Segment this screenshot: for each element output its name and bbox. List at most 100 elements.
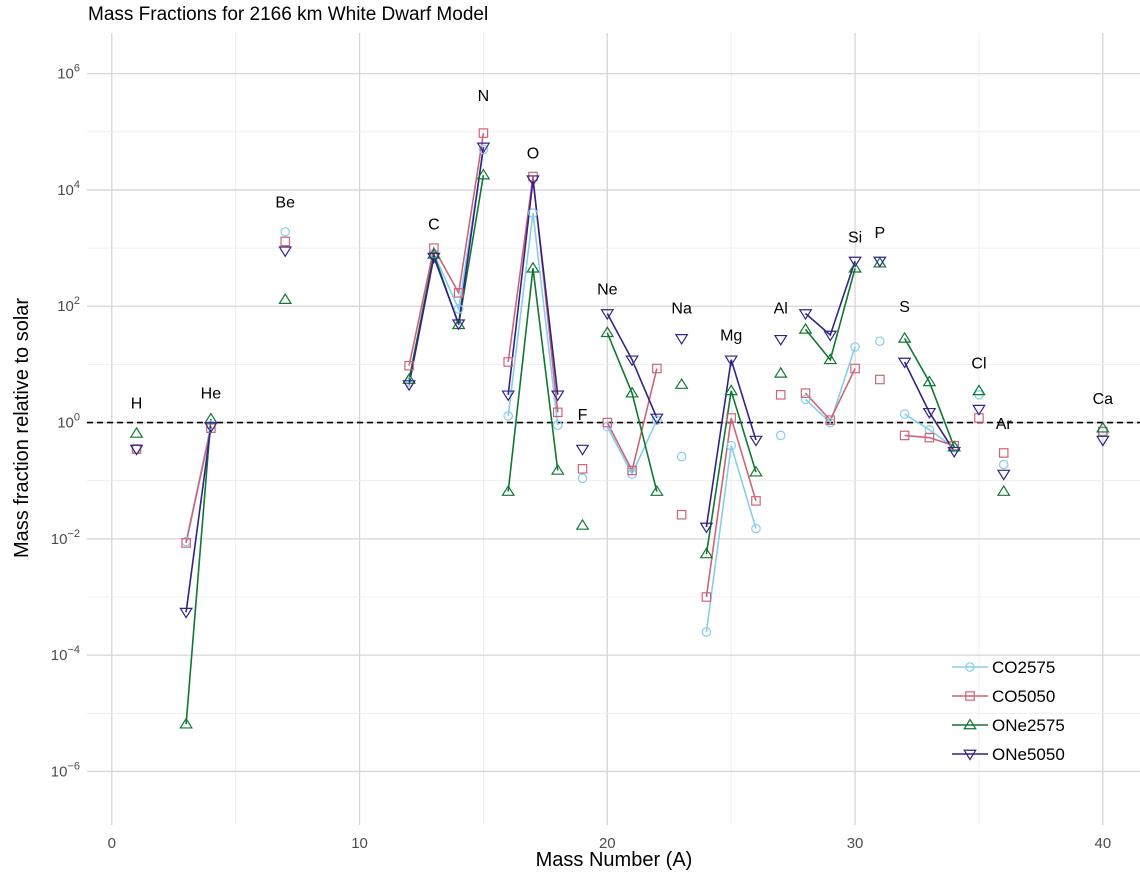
element-label: Na [671,301,692,318]
legend-item-one5050: ONe5050 [952,745,1065,764]
data-point-one2575 [922,375,937,387]
x-tick-label: 40 [1094,835,1111,852]
chart-title: Mass Fractions for 2166 km White Dwarf M… [88,4,488,25]
data-point-co5050 [899,430,910,441]
data-point-one2575 [650,484,664,496]
data-point-co5050 [404,360,414,371]
data-point-co2575 [404,377,414,387]
series-line-co2575 [408,149,485,383]
element-label: O [527,145,539,162]
data-point-one5050 [873,256,887,268]
data-point-one5050 [550,390,565,402]
data-point-one5050 [996,469,1011,481]
element-label: Mg [720,327,742,344]
series-line-one2575 [903,338,955,448]
y-tick-label: 100 [57,412,80,432]
data-point-co2575 [280,227,291,237]
grid [87,33,1140,825]
data-point-one2575 [848,261,862,273]
data-point-co5050 [875,374,885,385]
data-point-co5050 [577,464,588,474]
data-point-co5050 [181,538,191,548]
series-line-one2575 [507,268,559,492]
data-point-one2575 [179,717,193,729]
series-line-one5050 [408,146,485,385]
data-point-one5050 [922,407,937,419]
series-line-co5050 [185,428,212,544]
y-tick-label: 10−6 [51,760,80,780]
legend-label: ONe2575 [992,716,1065,735]
data-point-co2575 [726,440,736,451]
data-point-one5050 [451,319,466,331]
data-point-one5050 [600,309,615,321]
element-label: Al [774,301,788,318]
data-point-one5050 [427,252,441,264]
data-point-one5050 [699,522,714,534]
x-tick-label: 30 [847,835,864,852]
data-point-one2575 [798,322,813,334]
data-point-co2575 [701,627,712,637]
data-point-one2575 [501,484,516,496]
data-point-one5050 [947,446,962,458]
data-point-co2575 [528,208,538,218]
element-label: He [201,385,222,402]
series-line-co5050 [804,368,856,422]
data-point-one5050 [798,309,813,321]
series-line-one5050 [185,426,212,613]
y-axis-title: Mass fraction relative to solar [11,298,33,558]
data-point-co2575 [800,394,811,405]
legend-item-one2575: ONe2575 [952,716,1065,735]
data-point-co5050 [652,363,662,374]
data-point-co5050 [503,357,513,367]
element-label: P [875,225,886,242]
element-label: Ar [996,416,1013,433]
series-line-one5050 [507,179,559,395]
data-point-one2575 [996,484,1011,496]
data-point-co2575 [875,336,885,347]
data-point-one2575 [526,261,540,273]
series-line-co5050 [705,417,757,598]
data-point-co5050 [924,432,935,443]
data-point-one5050 [650,413,664,425]
data-point-one2575 [278,292,293,304]
element-label: Si [848,229,862,246]
data-point-co5050 [429,243,439,253]
x-tick-label: 0 [108,835,116,852]
y-tick-label: 104 [57,179,80,199]
legend-label: ONe5050 [992,745,1065,764]
series-line-co2575 [507,212,559,426]
legend-key-marker [963,749,977,761]
y-tick-label: 102 [57,295,80,315]
data-point-one2575 [947,440,962,452]
y-tick-label: 10−2 [51,528,80,548]
x-axis-title: Mass Number (A) [536,849,693,871]
data-point-co2575 [676,451,687,462]
legend-item-co2575: CO2575 [952,658,1055,677]
data-point-co5050 [627,465,637,476]
data-point-co2575 [577,473,588,484]
element-label: Ca [1093,391,1114,408]
series-line-one2575 [185,418,212,725]
element-label: H [131,395,143,412]
data-point-co2575 [775,430,786,441]
data-point-one2575 [773,366,788,378]
series-line-one2575 [606,332,658,492]
data-point-one2575 [625,386,639,398]
data-point-one5050 [278,246,293,258]
data-point-one2575 [129,426,144,438]
series-line-one5050 [606,313,658,419]
data-point-co5050 [701,592,712,602]
data-point-co5050 [552,407,563,418]
data-point-co2575 [850,342,860,352]
data-point-co5050 [998,448,1009,458]
data-point-one2575 [476,168,491,180]
data-point-one2575 [749,465,763,477]
data-point-co2575 [998,459,1009,470]
series-line-one5050 [804,260,856,337]
series-lines [185,132,955,725]
y-axis-ticks: 10−6 10−4 10−2 100 102 104 106 [51,63,80,781]
series-line-co5050 [904,434,955,447]
series-line-co5050 [507,176,559,413]
y-tick-label: 106 [57,63,80,83]
